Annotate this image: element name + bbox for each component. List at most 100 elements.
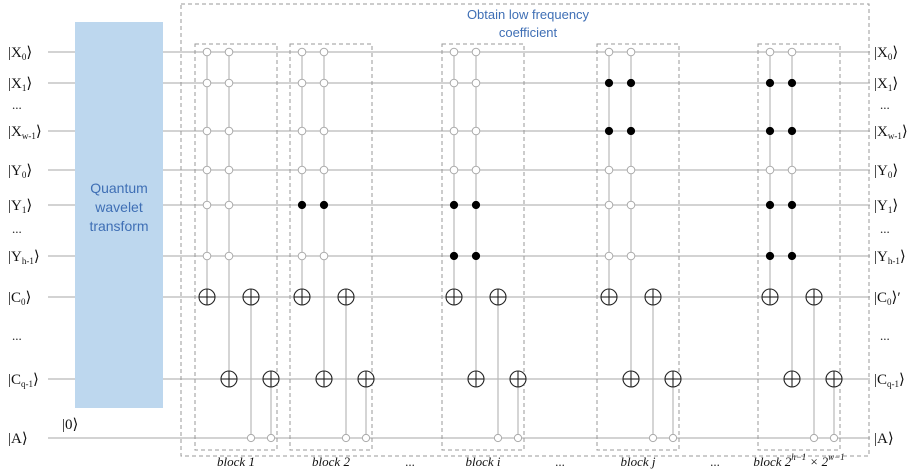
- block-frame: [596, 43, 680, 451]
- xor-target: [242, 288, 260, 306]
- block-label: block 1: [217, 454, 255, 469]
- ket-text: |A⟩: [874, 431, 894, 447]
- open-control-dot: [224, 47, 234, 57]
- ket-text: |X0⟩: [874, 45, 898, 62]
- open-control-dot: [626, 200, 636, 210]
- open-control-dot: [319, 251, 329, 261]
- output-ket: |Xw-1⟩: [874, 124, 908, 141]
- open-control-dot: [471, 47, 481, 57]
- open-control-dot: [765, 165, 775, 175]
- ellipsis: ...: [880, 221, 890, 236]
- input-ket-labels: |X0⟩ |X1⟩ |Xw-1⟩ |Y0⟩ |Y1⟩ |Yh-1⟩ |C0⟩ |Cq-1⟩ |A…: [8, 45, 42, 447]
- open-control-dot: [202, 126, 212, 136]
- block-label: block i: [465, 454, 500, 469]
- block-frame: [441, 43, 525, 451]
- filled-control-dot: [319, 200, 329, 210]
- xor-target: [467, 370, 485, 388]
- ellipsis: ...: [880, 97, 890, 112]
- low-frequency-title: Obtain low frequency coefficient: [467, 7, 590, 40]
- ket-text: |Xw-1⟩: [8, 124, 42, 141]
- filled-control-dot: [471, 200, 481, 210]
- filled-control-dot: [765, 126, 775, 136]
- open-control-dot: [787, 47, 797, 57]
- ket-text: |Cq-1⟩: [8, 372, 39, 389]
- open-control-dot: [224, 126, 234, 136]
- open-control-dot: [202, 78, 212, 88]
- filled-control-dot: [787, 251, 797, 261]
- open-control-dot: [626, 47, 636, 57]
- circuit-block: [757, 43, 843, 451]
- open-control-dot: [449, 78, 459, 88]
- filled-control-dot: [765, 78, 775, 88]
- xor-target: [198, 288, 216, 306]
- low-frequency-region: [180, 3, 870, 457]
- xor-target: [337, 288, 355, 306]
- output-ket-labels: |X0⟩ |X1⟩ |Xw-1⟩ |Y0⟩ |Y1⟩ |Yh-1⟩ |C0⟩′ |Cq-1⟩ |…: [874, 45, 908, 447]
- open-control-dot: [319, 78, 329, 88]
- ancilla-control-dot: [668, 433, 678, 443]
- ancilla-control-dot: [829, 433, 839, 443]
- ancilla-control-dot: [493, 433, 503, 443]
- xor-target: [622, 370, 640, 388]
- ellipsis-marks: ..................: [12, 97, 890, 343]
- xor-target: [783, 370, 801, 388]
- filled-control-dot: [787, 200, 797, 210]
- ancilla-initial-state: |0⟩: [62, 417, 78, 433]
- open-control-dot: [297, 251, 307, 261]
- ancilla-control-dot: [266, 433, 276, 443]
- xor-target: [357, 370, 375, 388]
- open-control-dot: [626, 251, 636, 261]
- circuit-block: [441, 43, 527, 451]
- ancilla-control-dot: [361, 433, 371, 443]
- input-ket: |Cq-1⟩: [8, 372, 39, 389]
- output-ket: |Cq-1⟩: [874, 372, 905, 389]
- input-ket: |X1⟩: [8, 76, 32, 93]
- input-ket: |Yh-1⟩: [8, 249, 40, 266]
- open-control-dot: [297, 126, 307, 136]
- open-control-dot: [449, 165, 459, 175]
- block-ellipsis: ...: [710, 454, 720, 469]
- ancilla-control-dot: [648, 433, 658, 443]
- ket-text: |A⟩: [8, 431, 28, 447]
- xor-target: [805, 288, 823, 306]
- ancilla-control-dot: [809, 433, 819, 443]
- input-ket: |X0⟩: [8, 45, 32, 62]
- xor-target: [293, 288, 311, 306]
- output-ket: |Yh-1⟩: [874, 249, 906, 266]
- ket-text: |C0⟩: [8, 290, 31, 307]
- xor-target: [315, 370, 333, 388]
- open-control-dot: [202, 200, 212, 210]
- open-control-dot: [471, 126, 481, 136]
- block-frame: [757, 43, 841, 451]
- input-ket: |Y0⟩: [8, 163, 32, 180]
- open-control-dot: [787, 165, 797, 175]
- ancilla-control-dot: [246, 433, 256, 443]
- ellipsis: ...: [12, 97, 22, 112]
- ket-text: |Y0⟩: [8, 163, 32, 180]
- filled-control-dot: [449, 200, 459, 210]
- open-control-dot: [765, 47, 775, 57]
- open-control-dot: [471, 165, 481, 175]
- qubit-wires: [48, 51, 870, 439]
- title-line-2: coefficient: [499, 25, 558, 40]
- ket-text: |Yh-1⟩: [8, 249, 40, 266]
- block-frame: [194, 43, 278, 451]
- ket-text: |Yh-1⟩: [874, 249, 906, 266]
- transform-line-1: Quantum: [90, 180, 148, 196]
- xor-target: [664, 370, 682, 388]
- open-control-dot: [604, 47, 614, 57]
- output-ket: |Y1⟩: [874, 198, 898, 215]
- open-control-dot: [297, 78, 307, 88]
- title-line-1: Obtain low frequency: [467, 7, 590, 22]
- input-ket: |Xw-1⟩: [8, 124, 42, 141]
- ket-text: |X1⟩: [8, 76, 32, 93]
- open-control-dot: [297, 165, 307, 175]
- filled-control-dot: [765, 200, 775, 210]
- open-control-dot: [471, 78, 481, 88]
- ancilla-control-dot: [513, 433, 523, 443]
- block-ellipsis: ...: [405, 454, 415, 469]
- output-ket: |X0⟩: [874, 45, 898, 62]
- xor-target: [644, 288, 662, 306]
- ancilla-control-dot: [341, 433, 351, 443]
- ket-text: |Xw-1⟩: [874, 124, 908, 141]
